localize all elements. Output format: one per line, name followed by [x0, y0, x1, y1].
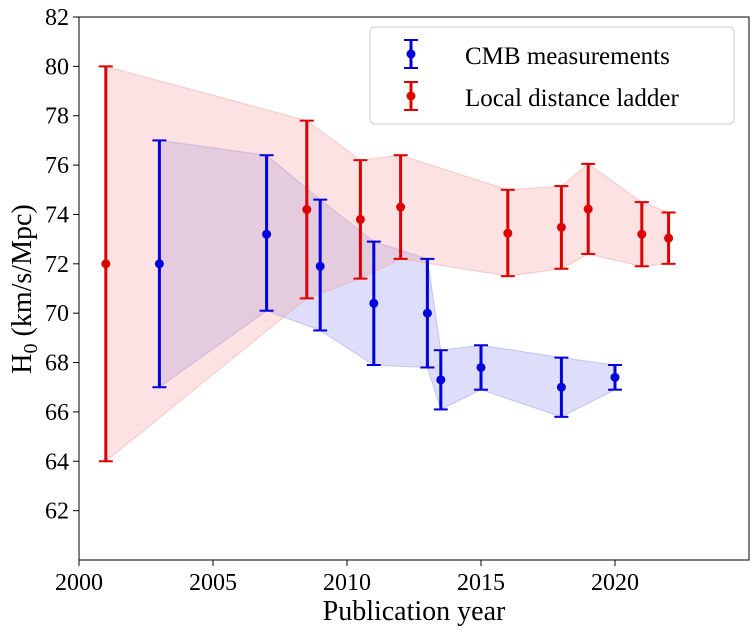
plot-frame [78, 16, 750, 561]
legend-entry-cmb [404, 39, 418, 69]
cmb-marker [436, 375, 446, 385]
x-tick-label: 2010 [323, 570, 371, 596]
cmb-point-1 [152, 139, 167, 389]
local-point-1 [98, 65, 113, 463]
cmb-point-7 [474, 344, 488, 391]
cmb-point-6 [433, 349, 448, 411]
local-point-2 [299, 119, 314, 300]
y-tick-label: 80 [45, 54, 69, 80]
cmb-marker [476, 362, 486, 372]
x-axis-ticks: 2000 2005 2010 2015 2020 [55, 560, 639, 596]
cmb-point-5 [420, 257, 435, 369]
cmb-marker [610, 372, 620, 382]
cmb-marker [315, 261, 325, 271]
legend-marker [406, 91, 416, 101]
cmb-point-4 [366, 240, 381, 367]
legend-entry-local [404, 81, 418, 111]
y-tick-label: 70 [45, 301, 69, 327]
x-tick-label: 2020 [591, 570, 639, 596]
legend: CMB measurements Local distance ladder [369, 26, 735, 125]
local-point-4 [393, 154, 408, 260]
y-tick-label: 74 [45, 202, 69, 228]
local-point-6 [554, 185, 569, 270]
y-axis-label: H0 (km/s/Mpc) [7, 204, 42, 373]
local-point-3 [353, 159, 368, 280]
local-point-9 [661, 211, 676, 265]
y-axis-label-unit: (km/s/Mpc) [7, 204, 38, 343]
cmb-marker [154, 259, 164, 269]
y-tick-label: 78 [45, 104, 69, 130]
y-tick-label: 64 [45, 449, 69, 475]
cmb-marker [422, 308, 432, 318]
y-tick-label: 82 [45, 5, 69, 31]
cmb-point-9 [608, 364, 622, 391]
y-axis-ticks: 62 64 66 68 70 72 74 76 78 80 82 [45, 5, 79, 525]
cmb-marker [262, 229, 272, 239]
y-tick-label: 72 [45, 252, 69, 278]
uncertainty-bands [105, 65, 670, 463]
legend-box [369, 26, 735, 125]
local-marker [503, 228, 513, 238]
local-point-7 [581, 162, 596, 255]
x-tick-label: 2015 [457, 570, 505, 596]
cmb-point-2 [259, 154, 274, 312]
y-tick-label: 66 [45, 400, 69, 426]
local-marker [396, 202, 406, 212]
cmb-marker [556, 382, 566, 392]
local-marker [583, 204, 593, 214]
x-tick-label: 2005 [189, 570, 237, 596]
x-axis-label: Publication year [323, 596, 506, 627]
local-marker [101, 259, 111, 269]
local-marker [637, 229, 647, 239]
y-tick-label: 62 [45, 499, 69, 525]
local-marker [355, 214, 365, 224]
legend-marker [406, 49, 416, 59]
cmb-point-8 [554, 356, 569, 418]
local-marker [556, 222, 566, 232]
y-tick-label: 68 [45, 351, 69, 377]
legend-label-cmb: CMB measurements [465, 43, 670, 70]
local-point-5 [500, 188, 515, 278]
y-tick-label: 76 [45, 153, 69, 179]
x-tick-label: 2000 [55, 570, 103, 596]
local-point-8 [634, 201, 649, 268]
cmb-marker [369, 298, 379, 308]
legend-label-local: Local distance ladder [465, 85, 679, 112]
y-axis-label-symbol: H [7, 353, 38, 373]
local-marker [302, 205, 312, 215]
local-marker [664, 233, 674, 243]
cmb-point-3 [313, 198, 328, 332]
error-bars [98, 65, 676, 463]
y-axis-label-subscript: 0 [20, 343, 42, 353]
